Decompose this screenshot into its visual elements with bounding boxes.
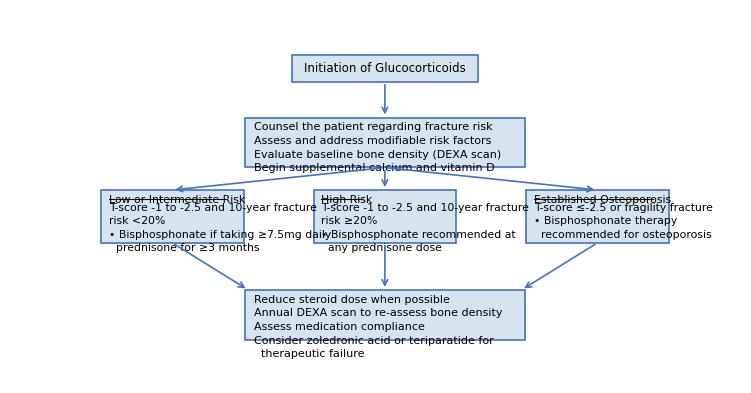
- FancyBboxPatch shape: [526, 190, 668, 243]
- FancyBboxPatch shape: [245, 290, 524, 340]
- FancyBboxPatch shape: [291, 55, 478, 82]
- Text: High Risk: High Risk: [321, 195, 372, 205]
- Text: Initiation of Glucocorticoids: Initiation of Glucocorticoids: [304, 62, 466, 75]
- FancyBboxPatch shape: [101, 190, 244, 243]
- Text: T-score -1 to -2.5 and 10-year fracture
risk ≥20%
• Bisphosphonate recommended a: T-score -1 to -2.5 and 10-year fracture …: [321, 203, 529, 253]
- Text: Low or Intermediate Risk: Low or Intermediate Risk: [109, 195, 245, 205]
- FancyBboxPatch shape: [245, 118, 524, 167]
- Text: Counsel the patient regarding fracture risk
Assess and address modifiable risk f: Counsel the patient regarding fracture r…: [254, 122, 501, 173]
- Text: Reduce steroid dose when possible
Annual DEXA scan to re-assess bone density
Ass: Reduce steroid dose when possible Annual…: [254, 295, 502, 359]
- FancyBboxPatch shape: [314, 190, 456, 243]
- Text: T-score -1 to -2.5 and 10-year fracture
risk <20%
• Bisphosphonate if taking ≥7.: T-score -1 to -2.5 and 10-year fracture …: [109, 203, 331, 253]
- Text: T-score ≤-2.5 or fragility fracture
• Bisphosphonate therapy
  recommended for o: T-score ≤-2.5 or fragility fracture • Bi…: [534, 203, 713, 240]
- Text: Established Osteoporosis: Established Osteoporosis: [534, 195, 671, 205]
